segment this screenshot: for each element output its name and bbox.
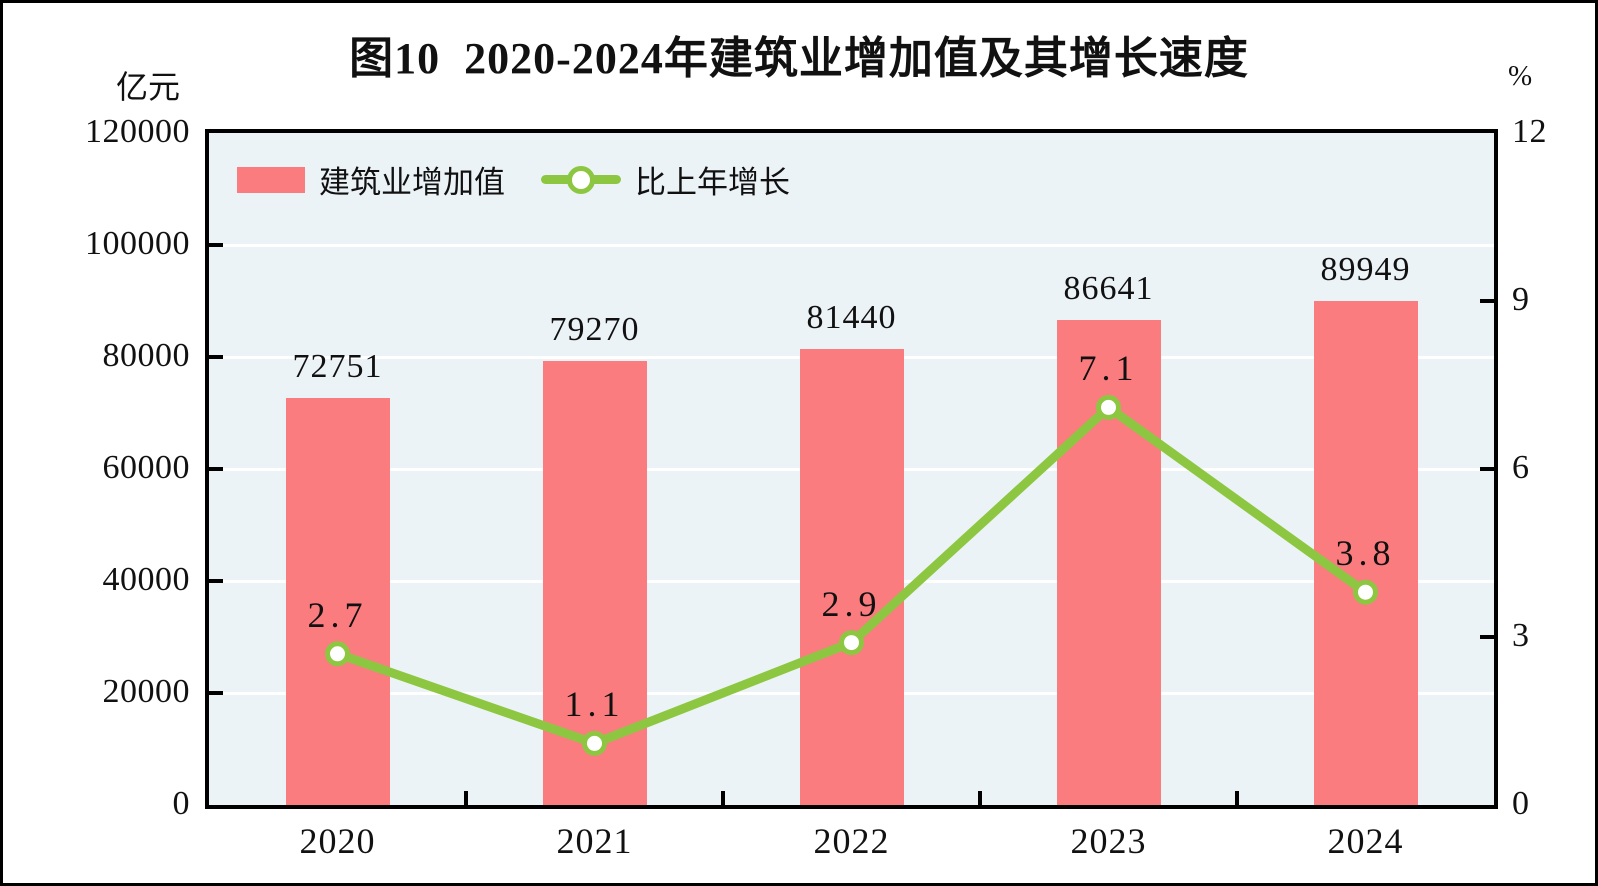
growth-line-layer — [325, 394, 1378, 756]
right-axis-tick-label: 3 — [1512, 617, 1530, 654]
left-axis-tick-label: 40000 — [102, 561, 190, 598]
growth-line-marker-icon — [839, 630, 864, 656]
bar-value-label: 89949 — [1320, 251, 1411, 289]
bar-2022 — [799, 348, 904, 805]
right-axis-tick-label: 9 — [1512, 281, 1530, 318]
bar-value-label: 86641 — [1063, 269, 1154, 307]
right-axis-tick-label: 6 — [1512, 449, 1530, 486]
gridline — [209, 243, 1494, 247]
legend-bar-series-label: 建筑业增加值 — [319, 165, 505, 200]
left-axis-tick — [209, 579, 223, 583]
left-axis-tick-label: 20000 — [102, 673, 190, 710]
left-axis-tick-label: 80000 — [102, 337, 190, 374]
growth-line — [333, 402, 1370, 748]
x-axis-category-label: 2024 — [1327, 821, 1404, 861]
right-axis-tick-label: 12 — [1512, 113, 1547, 150]
legend-line-series-label: 比上年增长 — [635, 165, 790, 200]
growth-rate-label: 1.1 — [564, 684, 625, 725]
right-axis-tick — [1480, 635, 1494, 639]
left-axis-tick-label: 100000 — [85, 225, 190, 262]
x-axis-category-label: 2020 — [299, 821, 376, 861]
growth-line-marker-icon — [325, 641, 350, 667]
bar-2020 — [285, 397, 390, 805]
left-axis-tick-label: 0 — [172, 785, 190, 822]
x-axis-category-label: 2023 — [1070, 821, 1147, 861]
left-axis-tick — [209, 355, 223, 359]
right-axis-tick — [1480, 299, 1494, 303]
bar-value-label: 79270 — [549, 311, 640, 349]
growth-rate-label: 3.8 — [1335, 533, 1396, 574]
left-axis-tick — [209, 467, 223, 471]
legend-line-swatch — [541, 165, 621, 194]
plot-area: 建筑业增加值 比上年增长 72751 79270 81440 86641 89949 2.… — [205, 129, 1498, 809]
x-axis-tick — [721, 791, 725, 805]
growth-line-marker-icon — [582, 730, 607, 756]
x-axis-tick — [464, 791, 468, 805]
left-axis-tick — [209, 691, 223, 695]
x-axis-tick — [1235, 791, 1239, 805]
growth-rate-label: 7.1 — [1078, 348, 1139, 389]
growth-line-marker-icon — [1096, 394, 1121, 420]
bar-value-label: 72751 — [292, 347, 383, 385]
left-axis-tick-label: 60000 — [102, 449, 190, 486]
legend-line-marker-icon — [567, 165, 595, 194]
bar-2024 — [1313, 301, 1418, 805]
growth-rate-label: 2.7 — [307, 594, 368, 635]
left-axis-tick — [209, 243, 223, 247]
right-axis-tick-label: 0 — [1512, 785, 1530, 822]
x-axis-category-label: 2022 — [813, 821, 890, 861]
left-axis-tick-label: 120000 — [85, 113, 190, 150]
legend-bar-swatch — [237, 166, 305, 193]
chart-title: 图10 2020-2024年建筑业增加值及其增长速度 — [349, 34, 1249, 83]
right-axis-unit-label: % — [1508, 60, 1533, 92]
x-axis-tick — [978, 791, 982, 805]
x-axis-category-label: 2021 — [556, 821, 633, 861]
bar-value-label: 81440 — [806, 298, 897, 336]
legend: 建筑业增加值 比上年增长 — [237, 157, 790, 202]
growth-line-marker-icon — [1353, 579, 1378, 605]
left-axis-unit-label: 亿元 — [115, 69, 180, 105]
right-axis-tick — [1480, 467, 1494, 471]
growth-rate-label: 2.9 — [821, 583, 882, 624]
